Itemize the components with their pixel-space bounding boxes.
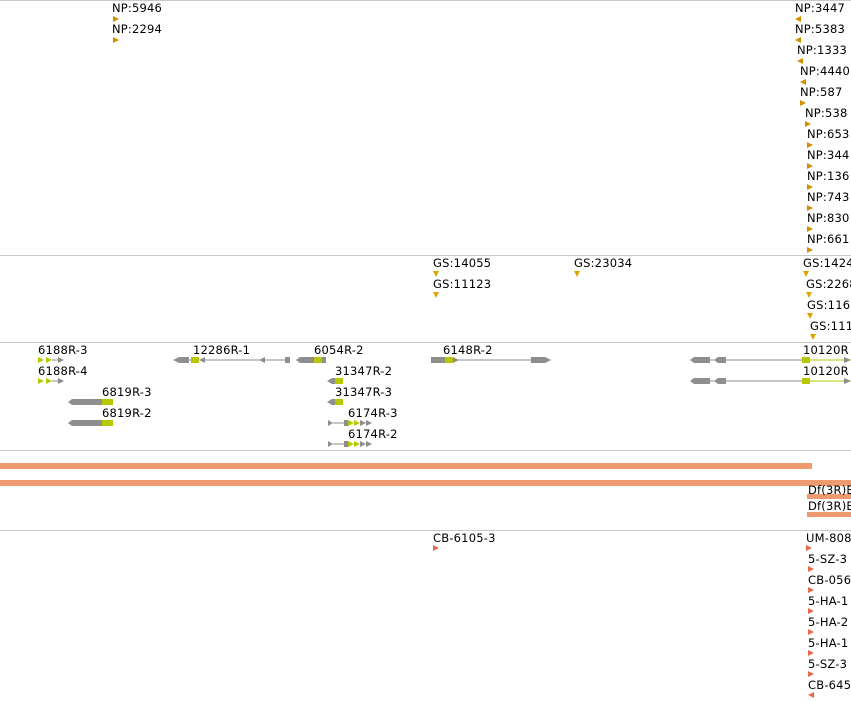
gene-label[interactable]: 6054R-2 xyxy=(314,343,364,357)
gs-marker-icon[interactable] xyxy=(433,292,439,298)
cb-feature-label[interactable]: CB-645 xyxy=(808,678,851,692)
gs-marker-icon[interactable] xyxy=(807,313,813,319)
cb-marker-icon[interactable] xyxy=(808,671,814,677)
np-marker-icon[interactable] xyxy=(800,100,806,106)
np-feature-label[interactable]: NP:5946 xyxy=(112,1,163,15)
np-feature-label[interactable]: NP:1333 xyxy=(797,43,848,57)
np-marker-icon[interactable] xyxy=(805,121,811,127)
gene-label[interactable]: 12286R-1 xyxy=(193,343,251,357)
track-separator xyxy=(0,530,851,531)
gs-feature-label[interactable]: GS:14055 xyxy=(433,256,492,270)
gs-feature-label[interactable]: GS:116 xyxy=(807,298,851,312)
deficiency-label[interactable]: Df(3R)E xyxy=(808,499,851,513)
cb-marker-icon[interactable] xyxy=(808,650,814,656)
deficiency-bar[interactable] xyxy=(0,480,851,486)
np-marker-icon[interactable] xyxy=(113,16,119,22)
gs-marker-icon[interactable] xyxy=(810,334,816,340)
np-marker-icon[interactable] xyxy=(795,37,801,43)
np-feature-label[interactable]: NP:5383 xyxy=(795,22,846,36)
gene-label[interactable]: 6819R-3 xyxy=(102,385,152,399)
gene-model-icon[interactable] xyxy=(36,356,66,364)
np-marker-icon[interactable] xyxy=(113,37,119,43)
gs-feature-label[interactable]: GS:11123 xyxy=(433,277,492,291)
gene-label[interactable]: 31347R-3 xyxy=(335,385,393,399)
np-feature-label[interactable]: NP:538 xyxy=(805,106,848,120)
cb-feature-label[interactable]: UM-808 xyxy=(806,531,851,545)
deficiency-bar[interactable] xyxy=(807,494,851,499)
gene-label[interactable]: 6188R-3 xyxy=(38,343,88,357)
np-marker-icon[interactable] xyxy=(795,16,801,22)
gene-model-icon[interactable] xyxy=(327,398,347,406)
gene-label[interactable]: 10120R xyxy=(803,364,849,378)
cb-feature-label[interactable]: CB-056 xyxy=(808,573,851,587)
cb-feature-label[interactable]: 5-SZ-3 xyxy=(808,552,848,566)
cb-marker-icon[interactable] xyxy=(808,629,814,635)
gs-feature-label[interactable]: GS:23034 xyxy=(574,256,633,270)
cb-marker-icon[interactable] xyxy=(808,692,814,698)
gene-label[interactable]: 31347R-2 xyxy=(335,364,393,378)
np-feature-label[interactable]: NP:661 xyxy=(807,232,850,246)
gene-model-icon[interactable] xyxy=(327,377,347,385)
np-feature-label[interactable]: NP:3447 xyxy=(795,1,846,15)
deficiency-label[interactable]: Df(3R)E xyxy=(808,483,851,497)
gene-model-icon[interactable] xyxy=(328,440,376,448)
gene-model-icon[interactable] xyxy=(431,356,555,364)
cb-marker-icon[interactable] xyxy=(808,587,814,593)
np-marker-icon[interactable] xyxy=(807,247,813,253)
np-feature-label[interactable]: NP:830 xyxy=(807,211,850,225)
cb-feature-label[interactable]: 5-HA-1 xyxy=(808,594,849,608)
cb-marker-icon[interactable] xyxy=(433,545,439,551)
cb-feature-label[interactable]: 5-HA-1 xyxy=(808,636,849,650)
gs-marker-icon[interactable] xyxy=(803,271,809,277)
np-marker-icon[interactable] xyxy=(807,142,813,148)
np-marker-icon[interactable] xyxy=(797,58,803,64)
deficiency-bar[interactable] xyxy=(807,512,851,517)
gene-label[interactable]: 6174R-2 xyxy=(348,427,398,441)
deficiency-bar[interactable] xyxy=(0,463,812,469)
cb-feature-label[interactable]: 5-HA-2 xyxy=(808,615,849,629)
gs-feature-label[interactable]: GS:111 xyxy=(810,319,851,333)
cb-feature-label[interactable]: CB-6105-3 xyxy=(433,531,496,545)
gs-marker-icon[interactable] xyxy=(806,292,812,298)
track-separator xyxy=(0,255,851,256)
np-marker-icon[interactable] xyxy=(807,184,813,190)
np-feature-label[interactable]: NP:653 xyxy=(807,127,850,141)
gene-label[interactable]: 6148R-2 xyxy=(443,343,493,357)
gene-model-icon[interactable] xyxy=(36,377,66,385)
gene-label[interactable]: 6188R-4 xyxy=(38,364,88,378)
gene-model-icon[interactable] xyxy=(68,398,116,406)
track-separator xyxy=(0,342,851,343)
np-marker-icon[interactable] xyxy=(807,205,813,211)
gene-model-icon[interactable] xyxy=(690,356,851,364)
np-feature-label[interactable]: NP:587 xyxy=(800,85,843,99)
gene-label[interactable]: 10120R xyxy=(803,343,849,357)
gs-feature-label[interactable]: GS:2268 xyxy=(806,277,851,291)
gs-marker-icon[interactable] xyxy=(433,271,439,277)
cb-marker-icon[interactable] xyxy=(808,566,814,572)
np-feature-label[interactable]: NP:136 xyxy=(807,169,850,183)
cb-feature-label[interactable]: 5-SZ-3 xyxy=(808,657,848,671)
gs-feature-label[interactable]: GS:1424 xyxy=(803,256,851,270)
np-feature-label[interactable]: NP:743 xyxy=(807,190,850,204)
np-feature-label[interactable]: NP:2294 xyxy=(112,22,163,36)
gene-model-icon[interactable] xyxy=(690,377,851,385)
np-marker-icon[interactable] xyxy=(800,79,806,85)
np-feature-label[interactable]: NP:344 xyxy=(807,148,850,162)
gs-marker-icon[interactable] xyxy=(574,271,580,277)
np-marker-icon[interactable] xyxy=(807,226,813,232)
gene-label[interactable]: 6819R-2 xyxy=(102,406,152,420)
gene-label[interactable]: 6174R-3 xyxy=(348,406,398,420)
gene-model-icon[interactable] xyxy=(68,419,116,427)
gene-model-icon[interactable] xyxy=(328,419,376,427)
np-marker-icon[interactable] xyxy=(807,163,813,169)
gene-model-icon[interactable] xyxy=(296,356,332,364)
cb-marker-icon[interactable] xyxy=(806,545,812,551)
gene-model-icon[interactable] xyxy=(173,356,293,364)
track-separator xyxy=(0,0,851,1)
track-separator xyxy=(0,450,851,451)
cb-marker-icon[interactable] xyxy=(808,608,814,614)
np-feature-label[interactable]: NP:4440 xyxy=(800,64,851,78)
